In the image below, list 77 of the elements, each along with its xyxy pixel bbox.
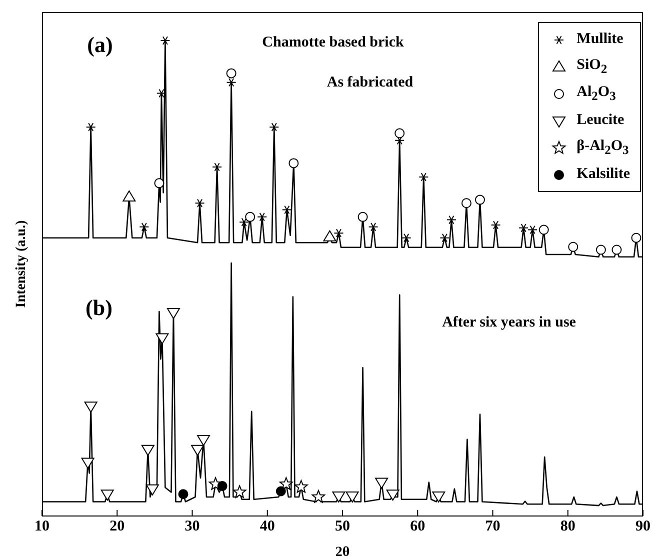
point <box>368 222 378 232</box>
point <box>346 492 359 503</box>
point <box>528 225 538 234</box>
legend-label: Leucite <box>576 112 624 129</box>
annotation: (a) <box>87 32 113 58</box>
point <box>232 485 246 498</box>
point <box>226 78 236 87</box>
point <box>269 122 280 132</box>
point <box>156 333 169 344</box>
x-tick-label: 10 <box>34 518 50 535</box>
point <box>440 233 450 242</box>
x-tick-label: 90 <box>636 518 650 535</box>
point <box>86 122 96 132</box>
point <box>197 434 210 446</box>
point <box>612 244 622 255</box>
point <box>226 68 236 78</box>
x-tick-label: 40 <box>260 518 275 535</box>
point <box>538 224 549 235</box>
annotation: After six years in use <box>442 314 576 332</box>
point <box>282 205 292 214</box>
point <box>432 492 446 503</box>
annotation: Chamotte based brick <box>262 34 404 52</box>
point <box>100 490 114 501</box>
point <box>217 481 228 492</box>
point <box>178 489 188 500</box>
legend-label: Mullite <box>576 31 624 48</box>
point <box>245 212 256 222</box>
x-tick-label: 30 <box>184 518 200 535</box>
point <box>279 477 293 490</box>
point <box>375 478 388 489</box>
annotation: (b) <box>86 295 112 321</box>
point <box>323 230 336 242</box>
point <box>518 223 529 232</box>
annotation: As fabricated <box>326 74 414 92</box>
point <box>139 222 150 232</box>
x-tick-label: 20 <box>110 518 125 535</box>
point <box>394 128 405 138</box>
point <box>141 444 154 456</box>
legend-label: Kalsilite <box>576 166 630 183</box>
point <box>84 402 98 413</box>
point <box>596 244 606 255</box>
point <box>461 198 472 208</box>
point <box>146 484 159 496</box>
point <box>212 162 222 172</box>
legend-label: Al$_{2}$O$_{3}$ <box>576 84 616 104</box>
x-tick-label: 70 <box>485 518 500 535</box>
point <box>191 444 204 456</box>
x-axis-title: 2θ <box>335 545 350 558</box>
point <box>474 194 485 205</box>
y-axis-title: Intensity (a.u.) <box>14 220 30 308</box>
point <box>312 490 326 503</box>
x-tick-label: 80 <box>560 518 576 535</box>
point <box>257 212 268 222</box>
point <box>294 480 308 493</box>
x-tick-label: 60 <box>410 518 426 535</box>
point <box>239 218 250 227</box>
point <box>122 190 136 202</box>
point <box>490 220 501 230</box>
point <box>81 458 94 469</box>
point <box>418 172 429 182</box>
x-tick-label: 50 <box>335 518 350 535</box>
point <box>358 212 368 222</box>
point <box>276 486 286 496</box>
point <box>401 233 412 242</box>
point <box>194 198 205 208</box>
point <box>154 178 164 188</box>
point <box>332 492 346 503</box>
point <box>386 490 400 501</box>
point <box>568 242 578 252</box>
point <box>334 228 344 238</box>
point <box>446 215 456 224</box>
legend-label: β-Al$_{2}$O$_{3}$ <box>576 138 629 158</box>
point <box>160 36 170 45</box>
point <box>166 308 180 319</box>
legend-label: SiO$_{2}$ <box>576 56 608 76</box>
point <box>288 158 299 168</box>
point <box>631 232 642 243</box>
